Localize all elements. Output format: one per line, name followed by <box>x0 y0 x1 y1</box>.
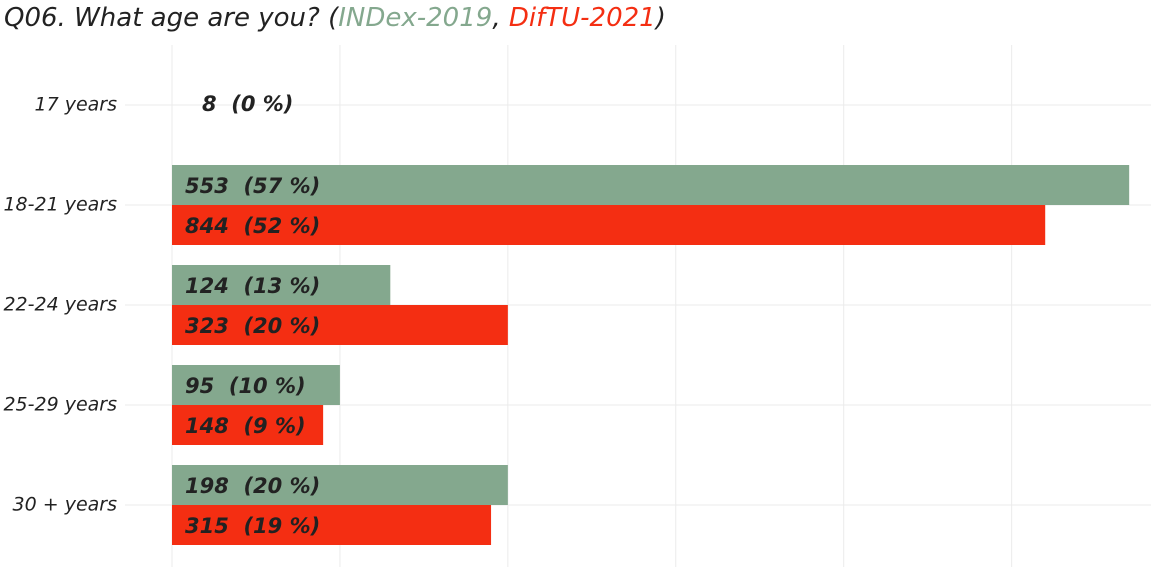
y-tick-label: 17 years <box>34 94 117 116</box>
bar <box>172 305 508 345</box>
bar <box>172 165 1130 205</box>
legend-entry: DifTU-2021 <box>509 3 656 33</box>
value-label: 148 (9 %) <box>185 414 306 438</box>
value-label: 124 (13 %) <box>185 274 320 298</box>
bar <box>172 405 324 445</box>
value-label: 553 (57 %) <box>185 174 320 198</box>
chart-title: Q06. What age are you? (INDex-2019, DifT… <box>4 3 666 33</box>
bar <box>172 205 1046 245</box>
value-label: 95 (10 %) <box>185 374 306 398</box>
y-tick-label: 18-21 years <box>3 194 117 216</box>
bar <box>172 365 340 405</box>
value-label: 323 (20 %) <box>185 314 320 338</box>
value-label: 8 (0 %) <box>202 92 293 116</box>
y-tick-label: 22-24 years <box>3 294 117 316</box>
value-label: 844 (52 %) <box>185 214 320 238</box>
bar <box>172 505 492 545</box>
title-text: Q06. What age are you? <box>4 3 320 33</box>
bar <box>172 265 391 305</box>
legend-separator: , <box>492 3 500 33</box>
value-label: 315 (19 %) <box>185 514 320 538</box>
legend-entry: INDex-2019 <box>338 3 492 33</box>
y-tick-label: 30 + years <box>13 494 118 516</box>
value-label: 198 (20 %) <box>185 474 320 498</box>
bar <box>172 465 508 505</box>
legend-close: ) <box>654 3 666 33</box>
y-tick-label: 25-29 years <box>3 394 117 416</box>
legend-open: ( <box>328 3 340 33</box>
